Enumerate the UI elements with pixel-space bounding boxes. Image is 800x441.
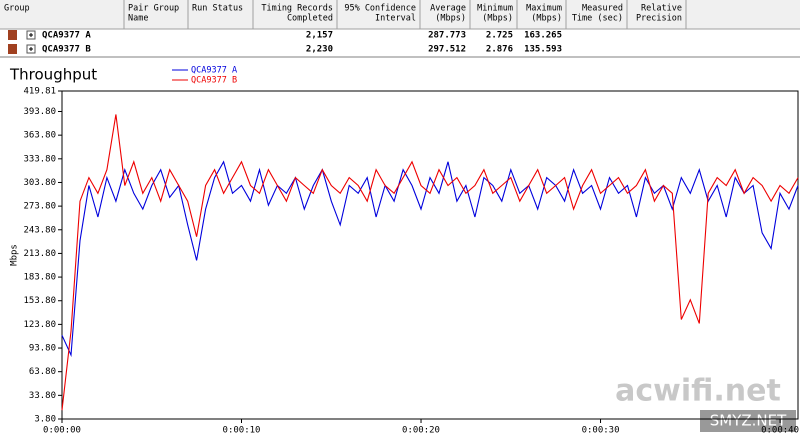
x-tick-label: 0:00:10 [223, 426, 261, 436]
column-header: (Mbps) [435, 14, 466, 24]
y-tick-label: 63.80 [29, 367, 56, 377]
watermark-bg [700, 410, 796, 432]
column-header: Completed [287, 14, 333, 24]
column-header: Interval [375, 14, 416, 24]
y-tick-label: 33.80 [29, 391, 56, 401]
cell: 297.512 [428, 45, 466, 55]
series-line [61, 160, 799, 358]
y-tick-label: 213.80 [23, 249, 56, 259]
y-tick-label: 333.80 [23, 154, 56, 164]
y-tick-label: 153.80 [23, 296, 56, 306]
column-header: Name [128, 14, 148, 24]
legend-label: QCA9377 A [191, 66, 237, 76]
table-body-bg [0, 29, 800, 57]
legend-label: QCA9377 B [191, 76, 237, 86]
y-tick-label: 393.80 [23, 107, 56, 117]
watermark: SMYZ.NET [710, 412, 787, 430]
cell: 2.876 [486, 45, 513, 55]
cell: 135.593 [524, 45, 562, 55]
column-header: Minimum [477, 4, 513, 14]
x-tick-label: 0:00:30 [582, 426, 620, 436]
cell: 2.725 [486, 31, 513, 41]
x-tick-label: 0:00:20 [402, 426, 440, 436]
cell: QCA9377 A [42, 31, 91, 41]
column-header: Group [4, 4, 30, 14]
x-tick-label: 0:00:00 [43, 426, 81, 436]
cell: 2,157 [306, 31, 333, 41]
column-header: Average [430, 4, 466, 14]
chart-title: Throughput [9, 66, 97, 84]
cell: 163.265 [524, 31, 562, 41]
y-tick-label: 93.80 [29, 344, 56, 354]
watermark: acwifi.net [615, 374, 781, 409]
cell: 2,230 [306, 45, 333, 55]
column-header: (Mbps) [531, 14, 562, 24]
column-header: Run Status [192, 4, 243, 14]
column-header: Relative [641, 4, 682, 14]
column-header: Maximum [526, 4, 562, 14]
y-tick-label: 243.80 [23, 225, 56, 235]
row-icon [8, 30, 17, 40]
y-tick-label: 183.80 [23, 273, 56, 283]
table-header-bg [0, 0, 800, 29]
column-header: Time (sec) [572, 14, 623, 24]
cell: QCA9377 B [42, 45, 91, 55]
row-icon [8, 44, 17, 54]
y-tick-label: 363.80 [23, 131, 56, 141]
column-header: Precision [636, 14, 682, 24]
y-tick-label: 3.80 [34, 415, 56, 425]
column-header: Pair Group [128, 4, 179, 14]
column-header: (Mbps) [482, 14, 513, 24]
column-header: Timing Records [261, 4, 333, 14]
plot-area [61, 90, 799, 420]
cell: 287.773 [428, 31, 466, 41]
y-tick-label: 273.80 [23, 202, 56, 212]
y-tick-label: 303.80 [23, 178, 56, 188]
series-line [61, 114, 799, 411]
y-tick-label: 123.80 [23, 320, 56, 330]
x-tick-label: 0:00:40 [761, 426, 799, 436]
y-tick-label: 419.81 [23, 87, 56, 97]
y-axis-label: Mbps [10, 244, 20, 266]
column-header: 95% Confidence [344, 4, 416, 14]
column-header: Measured [582, 4, 623, 14]
